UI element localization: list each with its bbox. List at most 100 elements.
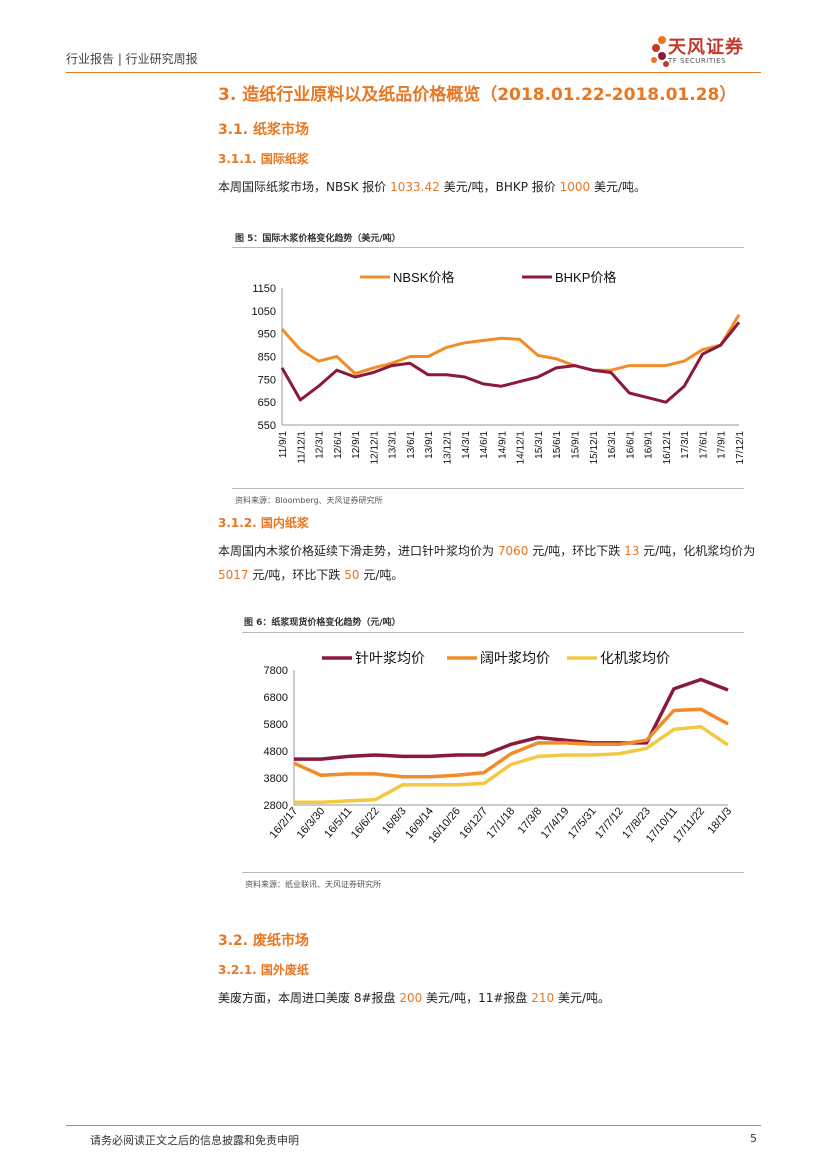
x-tick-label: 16/6/22 — [349, 805, 382, 841]
x-tick-label: 12/9/1 — [351, 431, 362, 459]
x-tick-label: 18/1/3 — [705, 805, 734, 836]
y-tick-label: 950 — [258, 329, 276, 341]
value: 200 — [399, 991, 423, 1005]
value: 1033.42 — [390, 180, 440, 194]
series-line-3 — [294, 724, 729, 805]
heading-pulp-market: 3.1. 纸浆市场 — [218, 122, 309, 138]
x-tick-label: 16/3/1 — [607, 431, 618, 459]
text: 元/吨，环比下跌 — [248, 568, 345, 582]
fig5-bottom-rule — [232, 488, 744, 489]
x-tick-label: 15/9/1 — [570, 431, 581, 459]
x-tick-label: 14/9/1 — [497, 431, 508, 459]
series-line-1 — [280, 313, 741, 376]
text: 美废方面，本周进口美废 8#报盘 — [218, 991, 400, 1005]
heading-domestic-pulp: 3.1.2. 国内纸浆 — [218, 516, 309, 530]
section-title: 3. 造纸行业原料以及纸品价格概览（2018.01.22-2018.01.28） — [218, 85, 737, 105]
x-tick-label: 17/5/31 — [566, 805, 599, 841]
y-tick-label: 1150 — [252, 283, 276, 295]
text: 元/吨，环比下跌 — [528, 544, 625, 558]
breadcrumb: 行业报告 | 行业研究周报 — [66, 52, 198, 66]
logo-icon — [651, 36, 669, 67]
y-tick-label: 3800 — [264, 773, 288, 785]
x-tick-label: 17/9/1 — [717, 431, 728, 459]
fig6-bottom-rule — [242, 872, 744, 873]
value: 5017 — [218, 568, 249, 582]
legend-label: 针叶浆均价 — [355, 650, 425, 666]
header-divider — [66, 72, 761, 73]
text: 元/吨。 — [359, 568, 404, 582]
x-tick-label: 14/12/1 — [516, 431, 527, 465]
x-tick-label: 13/9/1 — [424, 431, 435, 459]
y-tick-label: 650 — [258, 397, 276, 409]
x-tick-label: 16/3/30 — [295, 805, 328, 841]
x-tick-label: 16/12/7 — [457, 805, 490, 841]
y-tick-label: 2800 — [264, 800, 288, 812]
y-tick-label: 850 — [258, 352, 276, 364]
paragraph-foreign-wastepaper: 美废方面，本周进口美废 8#报盘 200 美元/吨，11#报盘 210 美元/吨… — [218, 986, 763, 1010]
x-tick-label: 11/9/1 — [278, 431, 289, 458]
text: 本周国际纸浆市场，NBSK 报价 — [218, 180, 391, 194]
x-tick-label: 17/12/1 — [735, 431, 746, 465]
y-tick-label: 550 — [258, 420, 276, 432]
x-tick-label: 17/3/1 — [680, 431, 691, 459]
heading-foreign-wastepaper: 3.2.1. 国外废纸 — [218, 963, 309, 977]
text: 美元/吨。 — [554, 991, 610, 1005]
y-tick-label: 750 — [258, 374, 276, 386]
logo-sub: TF SECURITIES — [668, 57, 727, 65]
x-tick-label: 17/4/19 — [539, 805, 572, 841]
value: 50 — [344, 568, 360, 582]
y-tick-label: 4800 — [264, 746, 288, 758]
x-tick-label: 11/12/1 — [296, 431, 307, 464]
footer-disclaimer: 请务必阅读正文之后的信息披露和免责申明 — [90, 1134, 299, 1147]
fig5-chart: 550 650 750 850 950 1050 1150 11/9/1 11/12/1 12/3… — [252, 270, 746, 465]
y-tick-label: 7800 — [264, 665, 288, 677]
x-tick-label: 12/6/1 — [333, 431, 344, 459]
text: 本周国内木浆价格延续下滑走势，进口针叶浆均价为 — [218, 544, 498, 558]
x-tick-label: 13/3/1 — [388, 431, 399, 459]
fig6-top-rule — [242, 632, 744, 633]
y-tick-label: 6800 — [264, 692, 288, 704]
legend-label: BHKP价格 — [555, 270, 616, 285]
x-tick-label: 17/1/18 — [485, 805, 518, 841]
x-tick-label: 13/12/1 — [443, 431, 454, 465]
fig5-source: 资料来源：Bloomberg、天风证券研究所 — [235, 496, 383, 505]
x-tick-label: 14/6/1 — [479, 431, 490, 459]
paragraph-domestic-pulp: 本周国内木浆价格延续下滑走势，进口针叶浆均价为 7060 元/吨，环比下跌 13… — [218, 539, 763, 587]
heading-intl-pulp: 3.1.1. 国际纸浆 — [218, 152, 309, 166]
value: 7060 — [497, 544, 529, 558]
footer-divider — [66, 1125, 761, 1126]
text: 美元/吨，11#报盘 — [422, 991, 532, 1005]
fig5-title: 图 5：国际木浆价格变化趋势（美元/吨） — [235, 234, 401, 244]
fig6-chart: 28003800480058006800780016/2/1716/3/3016… — [264, 650, 735, 846]
heading-wastepaper-market: 3.2. 废纸市场 — [218, 933, 309, 949]
series-line-2 — [293, 707, 729, 779]
legend-label: 阔叶浆均价 — [480, 650, 550, 666]
legend-label: NBSK价格 — [393, 270, 454, 285]
logo-name: 天风证券 — [668, 37, 744, 58]
x-tick-label: 12/3/1 — [315, 431, 326, 459]
value: 210 — [531, 991, 555, 1005]
paragraph-intl-pulp: 本周国际纸浆市场，NBSK 报价 1033.42 美元/吨，BHKP 报价 10… — [218, 175, 763, 199]
value: 1000 — [559, 180, 591, 194]
x-tick-label: 16/9/1 — [644, 431, 655, 459]
legend-label: 化机浆均价 — [600, 650, 670, 666]
x-tick-label: 14/3/1 — [461, 431, 472, 459]
x-tick-label: 13/6/1 — [406, 431, 417, 459]
x-tick-label: 16/12/1 — [662, 431, 673, 465]
value: 13 — [624, 544, 640, 558]
x-tick-label: 15/6/1 — [552, 431, 563, 459]
fig5-top-rule — [232, 247, 744, 248]
x-tick-label: 15/12/1 — [589, 431, 600, 465]
text: 美元/吨。 — [590, 180, 647, 194]
page-number: 5 — [750, 1132, 757, 1145]
x-tick-label: 16/6/1 — [625, 431, 636, 459]
text: 元/吨，化机浆均价为 — [639, 544, 756, 558]
x-tick-label: 17/7/12 — [593, 805, 626, 841]
series-line-2 — [280, 321, 741, 404]
x-tick-label: 15/3/1 — [534, 431, 545, 459]
y-tick-label: 5800 — [264, 719, 288, 731]
y-tick-label: 1050 — [252, 306, 276, 318]
x-tick-label: 17/6/1 — [698, 431, 709, 459]
fig6-source: 资料来源：纸业联讯、天风证券研究所 — [245, 880, 381, 889]
fig6-title: 图 6：纸浆现货价格变化趋势（元/吨） — [244, 618, 401, 628]
